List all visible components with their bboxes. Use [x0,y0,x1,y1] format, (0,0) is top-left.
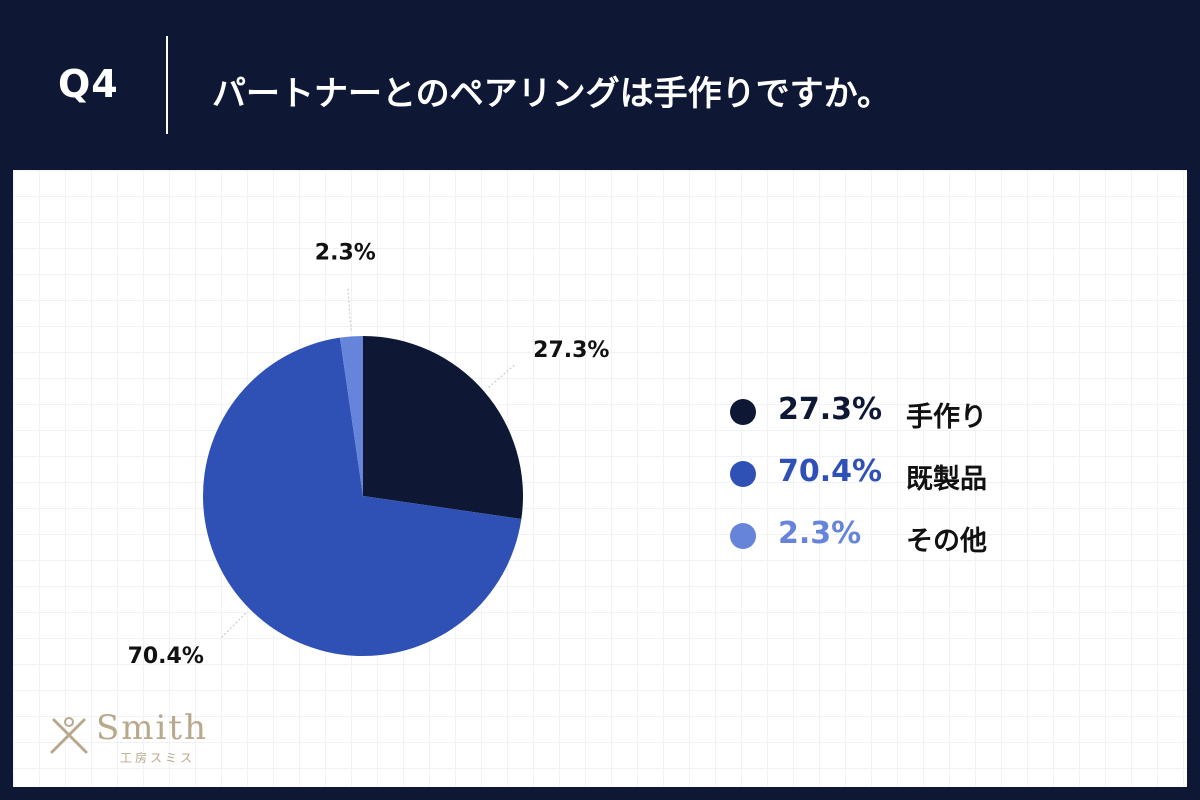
leader-line-handmade [488,364,515,388]
logo-wordmark: Smith [96,708,208,748]
chart-panel: 27.3% 70.4% 2.3% 27.3% 手作り 70.4% 既製品 2.3% … [13,170,1187,787]
data-label-handmade: 27.3% [533,338,609,363]
legend-label-ready-made: 既製品 [906,464,987,495]
legend-value-handmade: 27.3% [778,392,883,427]
smith-logo: Smith 工房スミス [46,704,226,770]
pie-slice-other [339,336,363,496]
legend-dot-ready-made [730,461,756,487]
crossed-tools-icon [50,717,88,754]
question-title: パートナーとのペアリングは手作りですか。 [212,74,891,114]
question-number: Q4 [58,62,119,106]
pie-chart: 27.3% 70.4% 2.3% [128,241,610,669]
leader-line-other [347,286,352,331]
legend-value-other: 2.3% [778,516,862,551]
data-label-other: 2.3% [315,241,376,266]
pie-slice-handmade [363,336,523,520]
leader-line-ready-made [221,613,246,638]
legend-label-other: その他 [906,526,987,557]
header-divider [166,36,168,134]
pie-slice-ready-made [202,337,522,656]
header: Q4 パートナーとのペアリングは手作りですか。 [0,0,1200,170]
legend-dot-handmade [730,399,756,425]
legend-value-ready-made: 70.4% [778,454,883,489]
legend-dot-other [730,523,756,549]
data-label-ready-made: 70.4% [128,644,204,669]
legend-label-handmade: 手作り [906,402,987,433]
logo-subtitle: 工房スミス [120,751,196,765]
